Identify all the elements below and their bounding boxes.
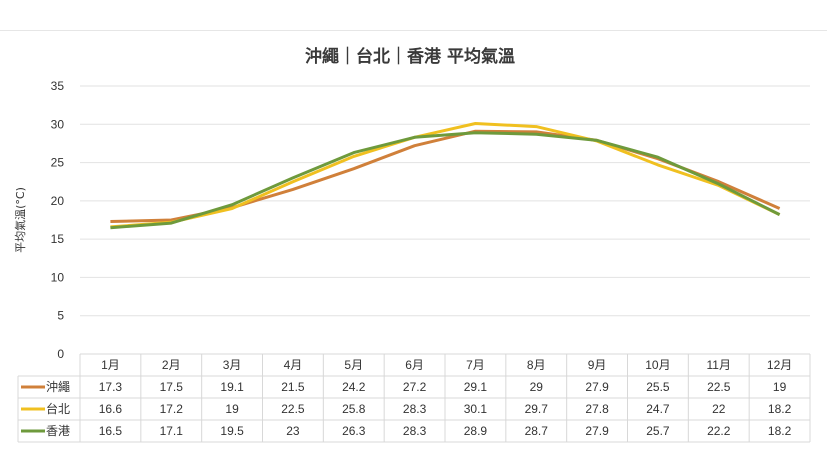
data-label: 28.3 — [403, 424, 427, 438]
data-label: 16.5 — [99, 424, 123, 438]
legend-label: 沖繩 — [46, 380, 70, 394]
data-label: 29.7 — [525, 402, 549, 416]
data-label: 27.9 — [585, 380, 609, 394]
y-tick-label: 10 — [51, 270, 65, 284]
data-label: 22.5 — [707, 380, 731, 394]
data-label: 26.3 — [342, 424, 366, 438]
data-label: 18.2 — [768, 424, 792, 438]
data-label: 25.8 — [342, 402, 366, 416]
x-category-label: 12月 — [767, 358, 792, 372]
data-label: 17.3 — [99, 380, 123, 394]
x-category-label: 7月 — [466, 358, 485, 372]
x-category-label: 1月 — [101, 358, 120, 372]
data-label: 28.7 — [525, 424, 549, 438]
data-label: 24.7 — [646, 402, 670, 416]
data-label: 27.2 — [403, 380, 427, 394]
data-label: 24.2 — [342, 380, 366, 394]
x-category-label: 3月 — [223, 358, 242, 372]
y-axis-label: 平均氣溫(°C) — [13, 187, 27, 253]
data-label: 30.1 — [464, 402, 488, 416]
data-label: 28.9 — [464, 424, 488, 438]
y-tick-label: 25 — [51, 156, 65, 170]
y-tick-label: 5 — [57, 309, 64, 323]
x-category-label: 9月 — [588, 358, 607, 372]
x-category-label: 11月 — [707, 358, 731, 372]
x-category-label: 10月 — [645, 358, 670, 372]
data-label: 18.2 — [768, 402, 792, 416]
data-label: 19 — [225, 402, 239, 416]
x-category-label: 4月 — [284, 358, 303, 372]
series-line-沖繩 — [110, 129, 781, 223]
data-label: 17.5 — [160, 380, 184, 394]
y-tick-label: 0 — [57, 347, 64, 361]
chart-title: 沖繩｜台北｜香港 平均氣溫 — [305, 46, 515, 67]
data-label: 25.5 — [646, 380, 670, 394]
data-label: 17.2 — [160, 402, 184, 416]
x-category-label: 8月 — [527, 358, 546, 372]
data-label: 22.5 — [281, 402, 305, 416]
data-label: 16.6 — [99, 402, 123, 416]
data-label: 19 — [773, 380, 787, 394]
data-label: 27.9 — [585, 424, 609, 438]
data-label: 23 — [286, 424, 300, 438]
series-line-台北 — [110, 122, 781, 229]
y-tick-label: 35 — [51, 79, 65, 93]
x-category-label: 5月 — [344, 358, 363, 372]
data-label: 19.1 — [220, 380, 244, 394]
data-label: 29.1 — [464, 380, 488, 394]
series-line-香港 — [110, 131, 781, 230]
data-label: 22 — [712, 402, 726, 416]
data-label: 29 — [530, 380, 544, 394]
data-label: 17.1 — [160, 424, 184, 438]
data-label: 22.2 — [707, 424, 731, 438]
data-label: 21.5 — [281, 380, 305, 394]
data-label: 28.3 — [403, 402, 427, 416]
y-tick-label: 20 — [51, 194, 65, 208]
x-category-label: 6月 — [405, 358, 424, 372]
legend-label: 台北 — [46, 401, 70, 416]
y-tick-label: 15 — [51, 232, 65, 246]
x-category-label: 2月 — [162, 358, 181, 372]
y-tick-label: 30 — [51, 117, 65, 131]
legend-label: 香港 — [46, 424, 70, 438]
data-label: 19.5 — [220, 424, 244, 438]
data-label: 25.7 — [646, 424, 670, 438]
top-divider — [0, 30, 827, 31]
data-label: 27.8 — [585, 402, 609, 416]
